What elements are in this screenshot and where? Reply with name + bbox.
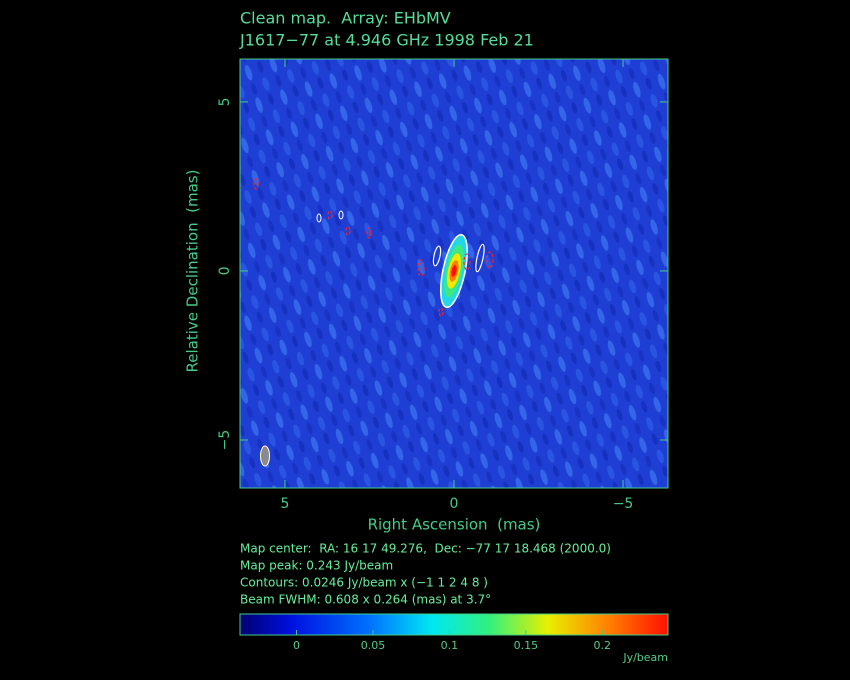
x-tick-label: −5 [613,496,634,512]
x-tick-label: 5 [281,496,290,512]
colorbar-tick-label: 0 [293,639,300,652]
y-axis-label: Relative Declination (mas) [184,170,202,373]
contours-note: Contours: 0.0246 Jy/beam x (−1 1 2 4 8 ) [240,576,488,590]
chart-subtitle: J1617−77 at 4.946 GHz 1998 Feb 21 [239,31,534,50]
map-center-note: Map center: RA: 16 17 49.276, Dec: −77 1… [240,542,611,556]
chart-title: Clean map. Array: EHbMV [240,9,451,28]
x-axis-label: Right Ascension (mas) [368,516,541,534]
colorbar-tick-label: 0.15 [514,639,539,652]
colorbar-tick-label: 0.1 [441,639,459,652]
beam-note: Beam FWHM: 0.608 x 0.264 (mas) at 3.7° [240,593,491,607]
y-tick-label: −5 [217,430,233,451]
colorbar-tick-label: 0.2 [594,639,612,652]
colorbar [239,613,669,636]
colorbar-label: Jy/beam [622,651,668,664]
x-tick-label: 0 [450,496,459,512]
map-peak-note: Map peak: 0.243 Jy/beam [240,559,393,573]
y-tick-label: 5 [217,97,233,106]
map-image [240,59,668,488]
colorbar-tick-label: 0.05 [361,639,386,652]
y-tick-label: 0 [217,267,233,276]
